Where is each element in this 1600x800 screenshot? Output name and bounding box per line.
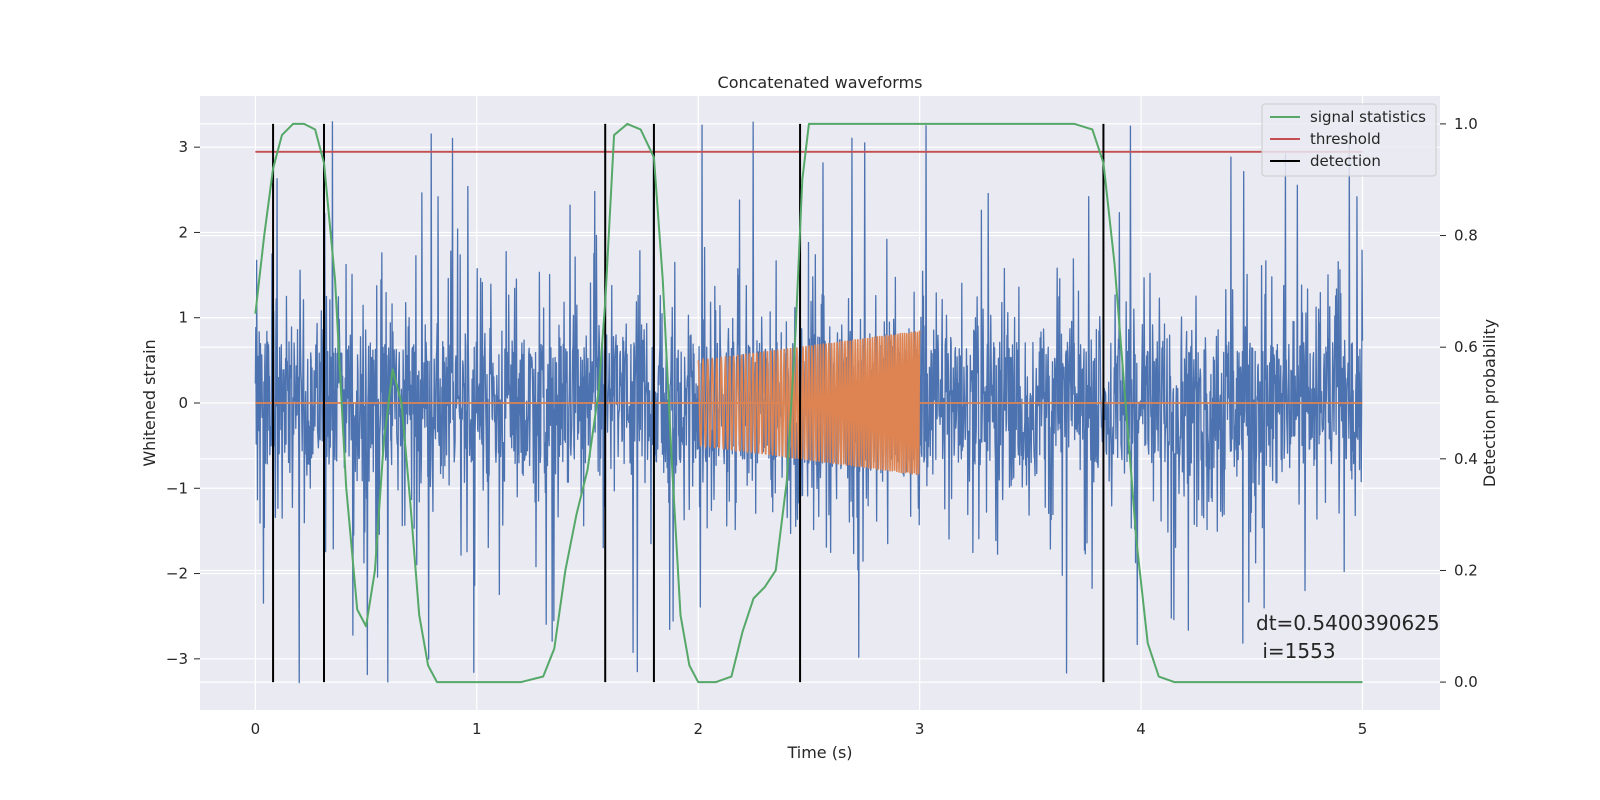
y-left-tick-label: −3 — [166, 650, 188, 668]
x-tick-label: 3 — [915, 720, 925, 738]
signal-statistics-line — [254, 122, 1363, 684]
annotation-dt: dt=0.5400390625 — [1256, 611, 1440, 635]
injection-chirp — [697, 330, 921, 476]
legend-label-threshold: threshold — [1310, 130, 1381, 148]
x-tick-label: 1 — [472, 720, 482, 738]
y-right-tick-label: 1.0 — [1454, 115, 1478, 133]
chart-title: Concatenated waveforms — [718, 73, 923, 92]
annotation-i: i=1553 — [1256, 639, 1336, 663]
y-left-tick-label: −1 — [166, 479, 188, 497]
noise-trace — [254, 121, 1364, 684]
x-tick-label: 2 — [693, 720, 703, 738]
x-axis-label: Time (s) — [786, 743, 852, 762]
y-left-tick-label: −2 — [166, 565, 188, 583]
x-tick-label: 5 — [1358, 720, 1368, 738]
y-axis-label-right: Detection probability — [1480, 319, 1499, 487]
y-left-tick-label: 1 — [178, 309, 188, 327]
y-right-tick-label: 0.6 — [1454, 338, 1478, 356]
y-right-tick-label: 0.2 — [1454, 561, 1478, 579]
y-right-tick-label: 0.8 — [1454, 227, 1478, 245]
data-layer — [254, 121, 1364, 684]
y-axis-label-left: Whitened strain — [140, 339, 159, 466]
legend-label-signal-statistics: signal statistics — [1310, 108, 1426, 126]
y-left-tick-label: 2 — [178, 223, 188, 241]
x-tick-label: 4 — [1136, 720, 1146, 738]
y-right-tick-label: 0.0 — [1454, 673, 1478, 691]
ticks: 0 1 2 3 4 5 −3 −2 −1 0 1 2 3 0.0 0.2 0.4 0.6 0.8 1.0 — [166, 115, 1478, 738]
x-tick-label: 0 — [251, 720, 261, 738]
legend-box — [1261, 103, 1437, 177]
y-left-tick-label: 0 — [178, 394, 188, 412]
legend: signal statistics threshold detection — [1261, 103, 1437, 177]
y-right-tick-label: 0.4 — [1454, 450, 1478, 468]
legend-label-detection: detection — [1310, 152, 1381, 170]
y-left-tick-label: 3 — [178, 138, 188, 156]
